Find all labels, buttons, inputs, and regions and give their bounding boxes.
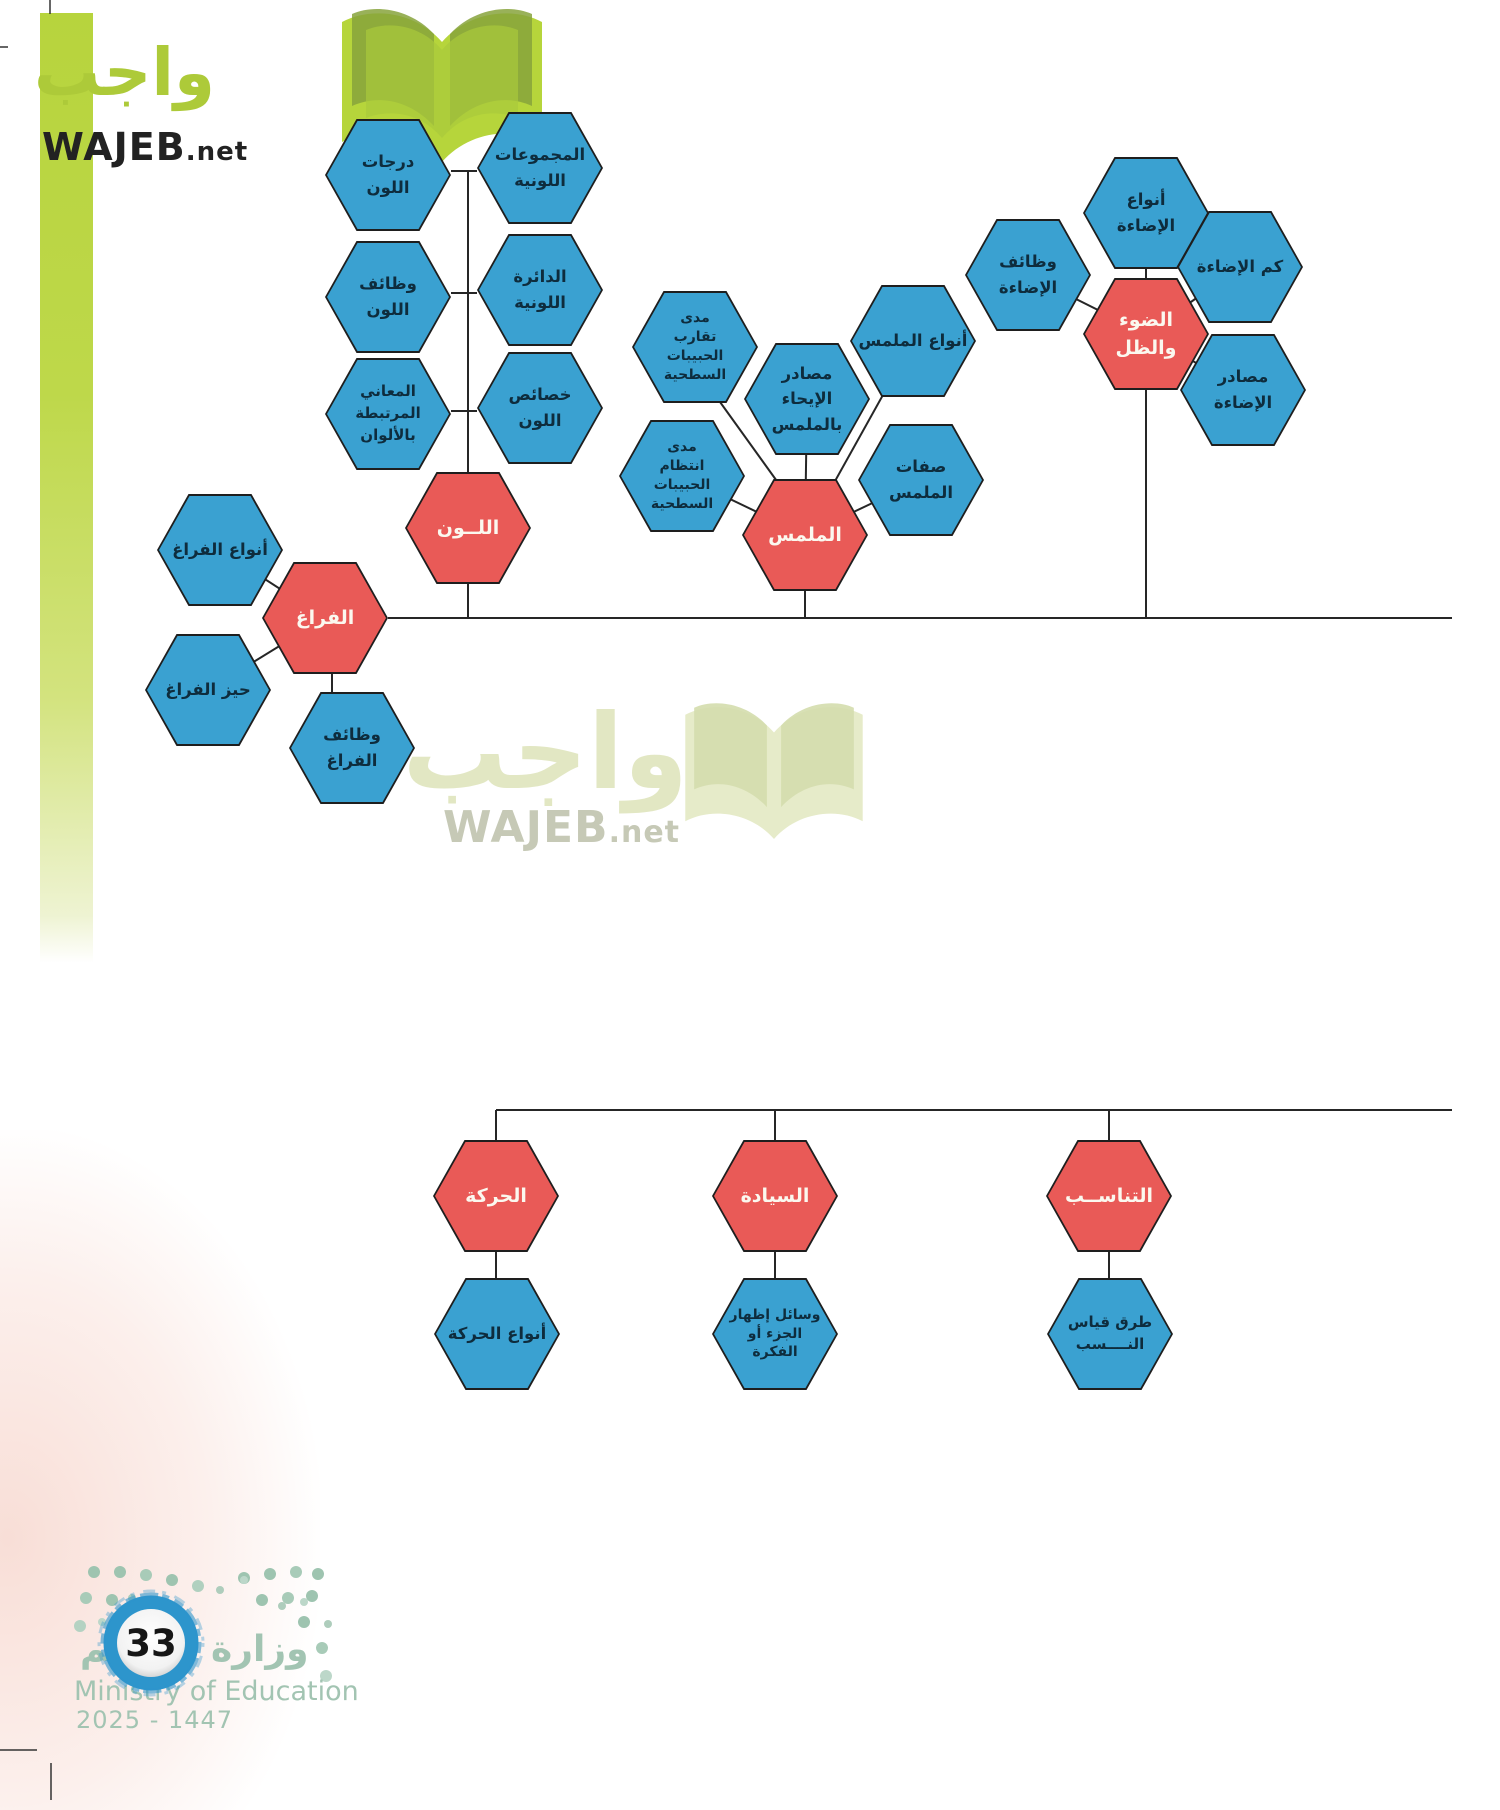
node-color-meanings: المعاني المرتبطة بالألوان <box>325 358 451 470</box>
node-label: الحركة <box>465 1184 527 1207</box>
node-label: صفات الملمس <box>888 457 954 502</box>
node-color-properties: خصائص اللون <box>477 352 603 464</box>
node-texture-suggestion-sources: مصادر الإيحاء بالملمس <box>744 343 870 455</box>
node-label: أنواع الملمس <box>858 331 968 351</box>
node-label: كم الإضاءة <box>1196 257 1284 277</box>
node-light-functions: وظائف الإضاءة <box>965 219 1091 331</box>
node-label: التناســب <box>1064 1184 1154 1207</box>
node-color-functions: وظائف اللون <box>325 241 451 353</box>
node-label: وظائف الفراغ <box>323 725 381 770</box>
node-color-root: اللــون <box>405 472 531 584</box>
brand-logo-domain: WAJEB.net <box>42 128 248 166</box>
node-dominance-means: وسائل إظهار الجزء أو الفكرة <box>712 1278 838 1390</box>
node-label: مصادر الإضاءة <box>1213 367 1273 412</box>
node-color-degrees: درجات اللون <box>325 119 451 231</box>
node-label: المجموعات اللونية <box>494 145 586 190</box>
page-number-badge: 33 <box>94 1586 208 1700</box>
node-label: الملمس <box>768 523 842 546</box>
node-movement-root: الحركة <box>433 1140 559 1252</box>
node-label: خصائص اللون <box>508 385 572 430</box>
node-label: أنواع الحركة <box>447 1324 547 1344</box>
node-proportion-measurement: طرق قياس النــــسب <box>1047 1278 1173 1390</box>
node-texture-grain-regularity: مدى انتظام الحبيبات السطحية <box>619 420 745 532</box>
node-light-amount: كم الإضاءة <box>1177 211 1303 323</box>
node-light-sources: مصادر الإضاءة <box>1180 334 1306 446</box>
node-light-root: الضوء والظل <box>1083 278 1209 390</box>
page-number: 33 <box>125 1621 177 1665</box>
node-texture-qualities: صفات الملمس <box>858 424 984 536</box>
node-label: مدى انتظام الحبيبات السطحية <box>650 439 714 512</box>
brand-domain-tld: .net <box>185 137 249 167</box>
node-label: أنواع الفراغ <box>172 540 268 560</box>
watermark-arabic: واجب <box>402 691 688 813</box>
watermark-domain: WAJEB.net <box>443 806 680 850</box>
node-label: أنواع الإضاءة <box>1116 190 1176 235</box>
watermark-domain-tld: .net <box>608 815 681 850</box>
node-label: الدائرة اللونية <box>513 267 567 312</box>
edition-years: 2025 - 1447 <box>76 1706 234 1734</box>
node-label: طرق قياس النــــسب <box>1067 1313 1153 1353</box>
left-accent-bar <box>40 13 93 963</box>
node-dominance-root: السيادة <box>712 1140 838 1252</box>
node-label: حيز الفراغ <box>165 680 251 700</box>
node-label: مدى تقارب الحبيبات السطحية <box>663 310 727 383</box>
node-texture-grain-proximity: مدى تقارب الحبيبات السطحية <box>632 291 758 403</box>
watermark-book-icon <box>685 703 863 839</box>
node-label: وظائف اللون <box>359 274 417 319</box>
node-label: المعاني المرتبطة بالألوان <box>355 382 421 444</box>
node-label: اللــون <box>436 516 500 539</box>
node-movement-types: أنواع الحركة <box>434 1278 560 1390</box>
node-color-wheel: الدائرة اللونية <box>477 234 603 346</box>
node-space-extent: حيز الفراغ <box>145 634 271 746</box>
node-label: السيادة <box>740 1184 810 1207</box>
node-label: الفراغ <box>295 606 355 629</box>
node-color-groups: المجموعات اللونية <box>477 112 603 224</box>
brand-domain-main: WAJEB <box>42 125 186 169</box>
watermark-domain-main: WAJEB <box>443 802 609 853</box>
node-texture-root: الملمس <box>742 479 868 591</box>
node-space-functions: وظائف الفراغ <box>289 692 415 804</box>
node-label: درجات اللون <box>361 152 415 197</box>
ministry-logo-dots <box>88 1566 100 1578</box>
node-space-root: الفراغ <box>262 562 388 674</box>
node-proportion-root: التناســب <box>1046 1140 1172 1252</box>
node-label: مصادر الإيحاء بالملمس <box>771 363 843 434</box>
node-texture-types: أنواع الملمس <box>850 285 976 397</box>
node-space-types: أنواع الفراغ <box>157 494 283 606</box>
node-label: وظائف الإضاءة <box>998 252 1058 297</box>
brand-logo-arabic: واجب <box>34 34 216 111</box>
node-label: الضوء والظل <box>1115 308 1177 360</box>
node-label: وسائل إظهار الجزء أو الفكرة <box>729 1306 821 1361</box>
